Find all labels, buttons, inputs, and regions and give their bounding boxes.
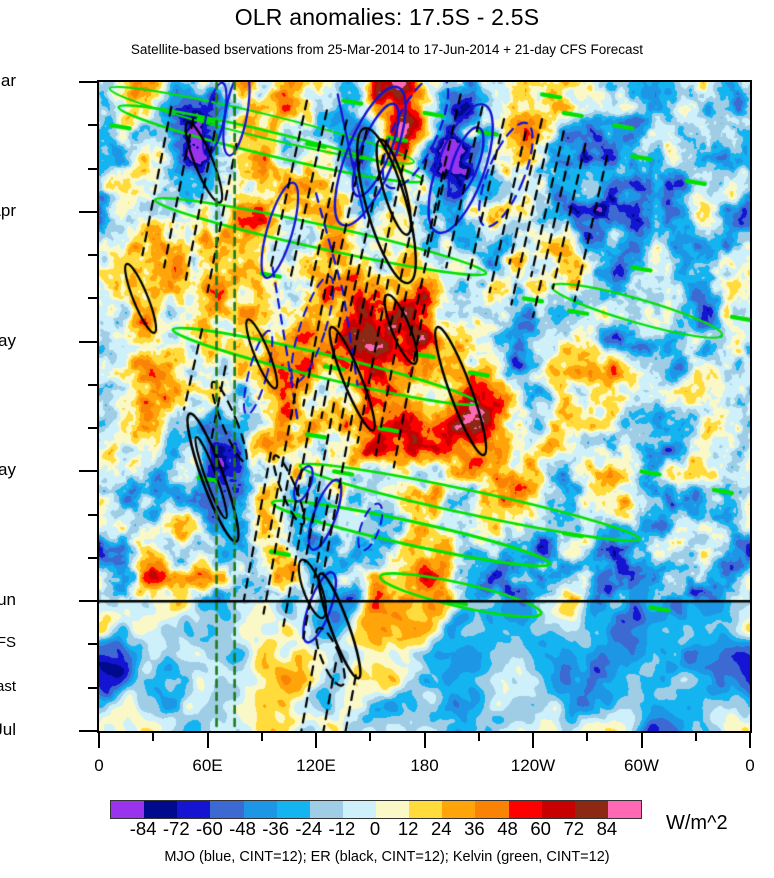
colorbar-tick: -24	[295, 818, 323, 839]
colorbar-tick: -84	[129, 818, 157, 839]
colorbar-tick: -60	[196, 818, 223, 839]
wave-contour-overlay	[99, 82, 750, 731]
x-tick-minor	[586, 733, 589, 741]
colorbar-cell	[177, 801, 211, 818]
y-axis-label-25-mar: 25-Mar	[0, 71, 16, 90]
figure-subtitle: Satellite-based bservations from 25-Mar-…	[130, 42, 644, 57]
x-tick-minor	[260, 733, 263, 741]
colorbar-tick: 84	[596, 818, 618, 839]
y-tick-minor	[88, 643, 97, 646]
y-tick-major	[79, 470, 97, 473]
y-axis-label-27-may: 27-May	[0, 460, 16, 480]
y-tick-major	[79, 81, 97, 83]
y-axis-label-6-may: 6-May	[0, 330, 16, 350]
y-tick-minor	[88, 297, 97, 300]
x-tick-minor	[369, 733, 372, 741]
colorbar	[110, 800, 642, 819]
colorbar-tick: -72	[162, 818, 190, 839]
x-axis-label-120e: 120E	[296, 756, 336, 775]
colorbar-cell	[607, 801, 641, 818]
colorbar-tick-labels: -84 -72 -60 -48 -36 -24 -12 0 12 24 36 48 60 72 84	[0, 818, 774, 840]
y-tick-minor	[88, 556, 97, 559]
plot-area	[97, 80, 752, 733]
y-tick-minor	[88, 167, 97, 170]
x-axis-label-60e: 60E	[192, 756, 223, 775]
colorbar-cell	[475, 801, 509, 818]
figure-caption: MJO (blue, CINT=12); ER (black, CINT=12)…	[164, 849, 610, 865]
colorbar-tick: 0	[369, 818, 381, 839]
y-tick-major	[79, 340, 97, 343]
colorbar-cell	[144, 801, 178, 818]
colorbar-tick: 12	[397, 818, 419, 839]
x-tick-major	[749, 733, 751, 748]
page-title: OLR anomalies: 17.5S - 2.5S	[234, 4, 540, 30]
x-tick-minor	[152, 733, 155, 741]
colorbar-cell	[508, 801, 542, 818]
colorbar-cell	[376, 801, 410, 818]
x-tick-major	[640, 733, 643, 748]
y-axis-label-17-jun: 17-Jun	[0, 590, 16, 610]
x-tick-major	[423, 733, 426, 748]
colorbar-cell	[276, 801, 310, 818]
cfs-forecast-note-line1: CFS	[0, 634, 16, 652]
colorbar-tick: -36	[262, 818, 289, 839]
y-tick-minor	[88, 427, 97, 430]
colorbar-tick: 36	[464, 818, 485, 839]
colorbar-cell	[309, 801, 343, 818]
cfs-forecast-note-line2: Forecast	[0, 677, 16, 695]
x-tick-major	[98, 733, 100, 748]
y-tick-minor	[88, 124, 97, 127]
y-tick-minor	[88, 513, 97, 516]
colorbar-cell	[210, 801, 244, 818]
y-tick-minor	[88, 383, 97, 386]
colorbar-cell	[442, 801, 476, 818]
y-tick-major	[79, 730, 97, 732]
colorbar-cell	[243, 801, 277, 818]
y-tick-major	[79, 210, 97, 213]
colorbar-cell	[111, 801, 145, 818]
x-tick-major	[206, 733, 209, 748]
x-axis-label-60w: 60W	[624, 756, 659, 775]
x-axis-label-0: 0	[94, 756, 104, 775]
colorbar-cell	[541, 801, 575, 818]
colorbar-tick: 60	[530, 818, 551, 839]
colorbar-tick: 48	[497, 818, 518, 839]
colorbar-tick: -48	[229, 818, 256, 839]
colorbar-cell	[342, 801, 376, 818]
y-tick-major	[79, 600, 97, 603]
x-tick-minor	[477, 733, 480, 741]
y-tick-minor	[88, 686, 97, 689]
x-axis-label-120w: 120W	[510, 756, 556, 775]
colorbar-cell	[574, 801, 608, 818]
x-tick-minor	[694, 733, 697, 741]
colorbar-tick: 72	[563, 818, 585, 839]
x-tick-major	[315, 733, 317, 748]
x-axis-label-180: 180	[410, 756, 439, 775]
x-tick-major	[532, 733, 534, 748]
y-tick-minor	[88, 254, 97, 257]
colorbar-unit-label: W/m^2	[666, 812, 728, 834]
y-axis-label-8-jul: 8-Jul	[0, 720, 16, 739]
colorbar-tick: 24	[430, 818, 452, 839]
y-axis-label-15-apr: 15-Apr	[0, 200, 16, 220]
x-axis-label-0: 0	[745, 756, 755, 775]
colorbar-cell	[409, 801, 443, 818]
colorbar-tick: -12	[328, 818, 356, 839]
